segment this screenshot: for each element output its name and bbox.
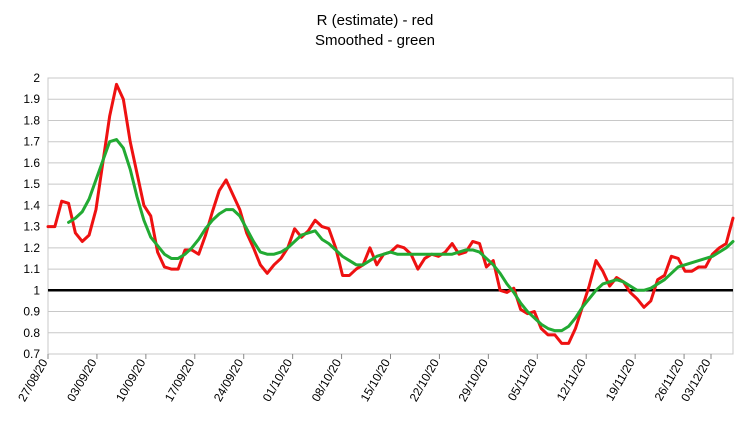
x-tick-label: 05/11/20	[505, 356, 540, 403]
x-tick-label: 29/10/20	[455, 356, 491, 404]
y-tick-label: 1.7	[23, 135, 40, 149]
x-tick-label: 27/08/20	[15, 356, 51, 404]
chart-subtitle: Smoothed - green	[315, 32, 435, 49]
y-tick-label: 2	[33, 71, 40, 85]
y-tick-label: 1.6	[23, 156, 40, 170]
y-tick-label: 1.1	[23, 262, 40, 276]
gridlines	[47, 77, 734, 355]
x-tick-label: 08/10/20	[309, 356, 345, 404]
series-smoothed-line	[67, 138, 735, 333]
x-tick-label: 03/09/20	[64, 356, 100, 404]
y-tick-label: 1.4	[23, 198, 40, 212]
y-tick-label: 1.3	[23, 220, 40, 234]
y-tick-label: 0.8	[23, 326, 40, 340]
y-axis-ticks: 0.7 0.8 0.9 1 1.1 1.2 1.3 1.4 1.5 1.6 1.7 1.8 1.9 2	[23, 71, 40, 361]
y-tick-label: 1.8	[23, 113, 40, 127]
x-tick-label: 10/09/20	[113, 356, 149, 404]
x-tick-label: 19/11/20	[603, 356, 638, 403]
y-tick-label: 0.9	[23, 305, 40, 319]
x-tick-label: 01/10/20	[260, 356, 296, 404]
x-axis-ticks: 27/08/20 03/09/20 10/09/20 17/09/20 24/09/20…	[15, 354, 714, 404]
x-tick-label: 12/11/20	[554, 356, 589, 403]
y-tick-label: 1	[33, 283, 40, 297]
x-tick-label: 15/10/20	[358, 356, 394, 404]
y-tick-label: 1.5	[23, 177, 40, 191]
series-raw-line	[46, 82, 735, 345]
y-tick-label: 1.9	[23, 92, 40, 106]
y-tick-label: 1.2	[23, 241, 40, 255]
x-tick-label: 22/10/20	[407, 356, 443, 404]
x-tick-label: 17/09/20	[162, 356, 198, 404]
x-tick-label: 24/09/20	[211, 356, 247, 404]
chart-title: R (estimate) - red	[317, 12, 434, 29]
series-layer	[46, 82, 735, 345]
y-tick-label: 0.7	[23, 347, 40, 361]
